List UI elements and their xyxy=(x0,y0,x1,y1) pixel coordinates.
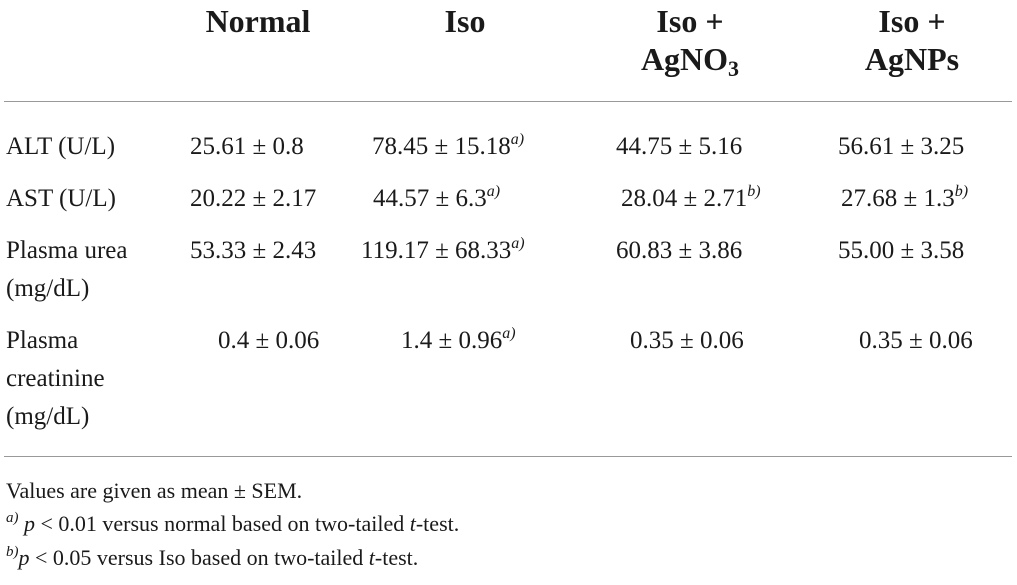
header-iso: Iso xyxy=(444,3,486,39)
row-label-plasma-creatinine: Plasma creatinine (mg/dL) xyxy=(6,327,105,430)
row-label-alt: ALT (U/L) xyxy=(6,133,116,160)
cell-creatinine-iso: 1.4 ± 0.96a) xyxy=(401,325,516,355)
cell-alt-agno3: 44.75 ± 5.16 xyxy=(616,133,743,160)
cell-ast-normal: 20.22 ± 2.17 xyxy=(190,185,317,212)
cell-urea-normal: 53.33 ± 2.43 xyxy=(190,237,317,264)
cell-urea-agno3: 60.83 ± 3.86 xyxy=(616,237,743,264)
cell-creatinine-agno3: 0.35 ± 0.06 xyxy=(630,327,744,354)
cell-alt-agnps: 56.61 ± 3.25 xyxy=(838,133,965,160)
cell-ast-agno3: 28.04 ± 2.71b) xyxy=(621,183,761,213)
header-iso-agnps: Iso + AgNPs xyxy=(864,3,960,77)
cell-alt-iso: 78.45 ± 15.18a) xyxy=(372,131,525,161)
footnote-sem: Values are given as mean ± SEM. xyxy=(6,478,303,503)
header-iso-agno3: Iso + AgNO3 xyxy=(640,3,740,81)
cell-creatinine-normal: 0.4 ± 0.06 xyxy=(218,327,320,354)
footnote-b: b)p < 0.05 versus Iso based on two-taile… xyxy=(6,544,419,571)
header-rule xyxy=(4,101,1012,102)
row-label-plasma-urea: Plasma urea (mg/dL) xyxy=(6,237,128,302)
row-label-ast: AST (U/L) xyxy=(6,185,116,212)
cell-alt-normal: 25.61 ± 0.8 xyxy=(190,133,304,160)
cell-ast-agnps: 27.68 ± 1.3b) xyxy=(841,183,969,213)
cell-creatinine-agnps: 0.35 ± 0.06 xyxy=(859,327,973,354)
cell-urea-iso: 119.17 ± 68.33a) xyxy=(361,235,525,265)
footnote-a: a) p < 0.01 versus normal based on two-t… xyxy=(6,510,460,537)
cell-ast-iso: 44.57 ± 6.3a) xyxy=(373,183,501,213)
cell-urea-agnps: 55.00 ± 3.58 xyxy=(838,237,965,264)
header-normal: Normal xyxy=(205,3,311,39)
footer-rule xyxy=(4,456,1012,457)
